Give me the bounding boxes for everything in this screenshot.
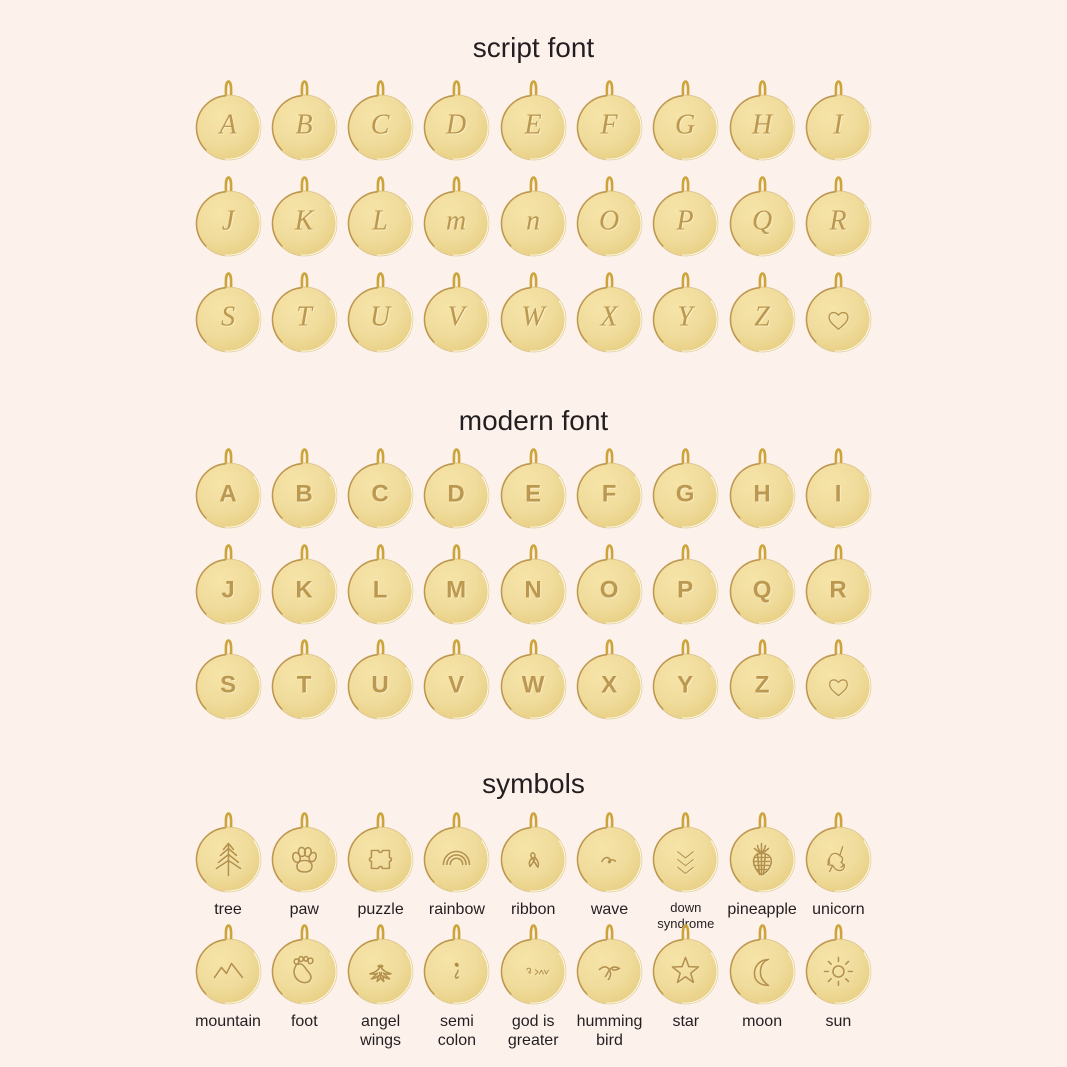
svg-text:I: I <box>832 110 844 141</box>
svg-text:G: G <box>675 110 695 141</box>
svg-text:J: J <box>221 206 235 237</box>
svg-text:A: A <box>219 481 236 508</box>
svg-text:P: P <box>677 577 693 604</box>
svg-text:U: U <box>372 672 389 699</box>
svg-text:X: X <box>601 672 617 699</box>
svg-text:V: V <box>448 302 468 333</box>
svg-text:F: F <box>600 110 619 141</box>
svg-text:Z: Z <box>754 672 769 699</box>
svg-text:E: E <box>525 481 541 508</box>
svg-text:H: H <box>751 110 774 141</box>
svg-text:C: C <box>371 110 390 141</box>
svg-text:Q: Q <box>752 577 771 604</box>
svg-text:S: S <box>220 672 236 699</box>
svg-text:Y: Y <box>677 672 693 699</box>
svg-text:U: U <box>370 302 392 333</box>
svg-text:H: H <box>753 481 770 508</box>
svg-text:S: S <box>221 302 235 333</box>
svg-text:F: F <box>602 481 617 508</box>
svg-text:D: D <box>448 481 465 508</box>
svg-text:X: X <box>600 302 619 333</box>
svg-text:n: n <box>526 206 540 237</box>
svg-text:L: L <box>373 577 388 604</box>
svg-text:Q: Q <box>752 206 772 237</box>
svg-text:G: G <box>676 481 695 508</box>
svg-text:E: E <box>523 110 541 141</box>
svg-text:B: B <box>295 110 312 141</box>
svg-text:K: K <box>295 577 313 604</box>
svg-text:T: T <box>296 302 314 333</box>
svg-text:L: L <box>371 206 388 237</box>
svg-text:O: O <box>599 206 619 237</box>
svg-text:R: R <box>828 206 846 237</box>
svg-text:C: C <box>372 481 389 508</box>
svg-text:V: V <box>448 672 464 699</box>
svg-text:K: K <box>294 206 315 237</box>
svg-text:W: W <box>521 672 544 699</box>
svg-text:T: T <box>297 672 312 699</box>
svg-text:M: M <box>446 577 466 604</box>
svg-text:P: P <box>676 206 694 237</box>
svg-text:W: W <box>521 302 547 333</box>
svg-text:Z: Z <box>754 302 770 333</box>
svg-text:D: D <box>445 110 466 141</box>
svg-text:A: A <box>217 110 237 141</box>
svg-text:N: N <box>524 577 541 604</box>
svg-text:R: R <box>829 577 846 604</box>
svg-text:I: I <box>835 481 842 508</box>
svg-text:m: m <box>446 206 466 237</box>
svg-text:O: O <box>600 577 619 604</box>
svg-text:B: B <box>295 481 312 508</box>
svg-text:J: J <box>221 577 234 604</box>
